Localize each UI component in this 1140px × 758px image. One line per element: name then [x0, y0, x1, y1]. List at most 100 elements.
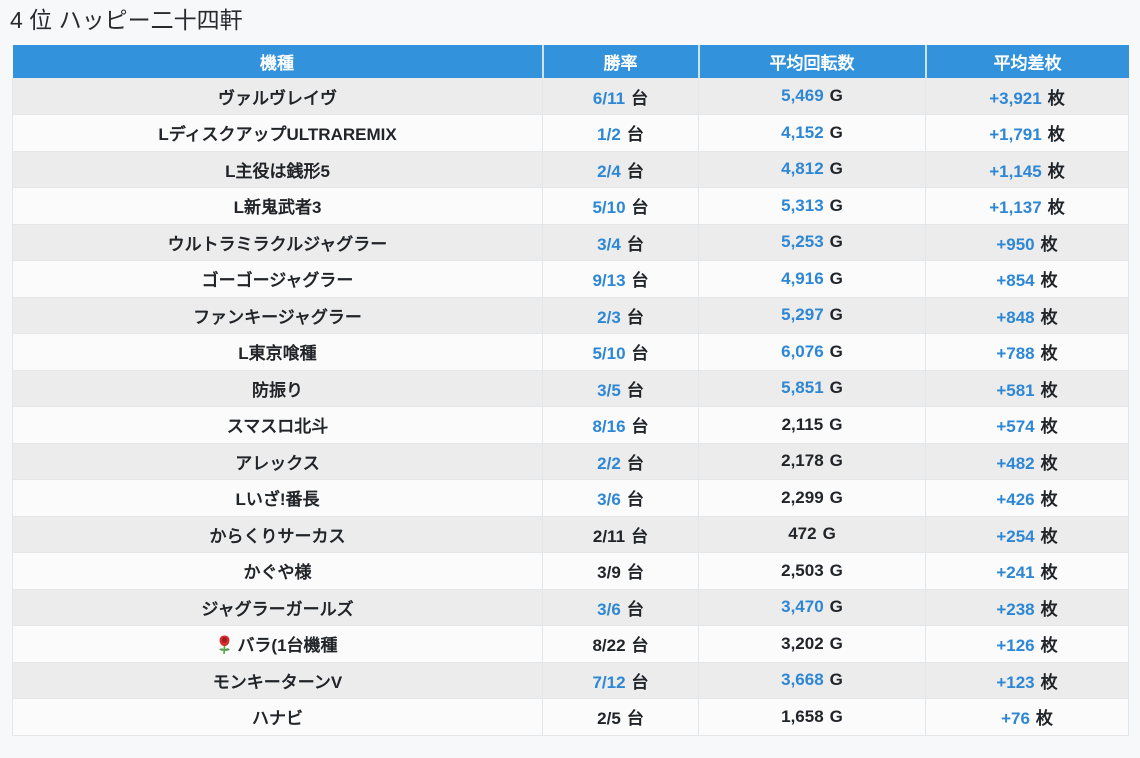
machine-name: モンキーターンV: [212, 672, 343, 692]
header-machine: 機種: [12, 45, 543, 78]
machine-name-cell: からくりサーカス: [12, 515, 543, 553]
avg-spins-unit: G: [829, 378, 843, 398]
avg-diff-value: +482: [996, 453, 1035, 473]
avg-spins-value: 472: [788, 524, 817, 544]
avg-diff-value: +1,137: [989, 198, 1042, 218]
avg-diff-cell: +123 枚: [925, 661, 1129, 699]
win-rate-value: 3/9: [597, 563, 621, 583]
machine-name: アレックス: [235, 453, 320, 473]
avg-diff-unit: 枚: [1047, 88, 1065, 108]
avg-spins-value: 2,503: [781, 560, 824, 580]
avg-diff-value: +241: [996, 563, 1035, 583]
win-rate-value: 2/5: [597, 709, 621, 729]
win-rate-cell: 9/13 台: [542, 260, 699, 297]
avg-spins-value: 3,202: [781, 633, 824, 653]
avg-diff-cell: +854 枚: [925, 260, 1129, 297]
avg-spins-value: 4,916: [781, 268, 824, 288]
table-row: LディスクアップULTRAREMIX 1/2 台 4,152 G +1,791 枚: [12, 114, 1129, 151]
avg-spins-unit: G: [829, 414, 843, 434]
avg-spins-value: 1,658: [781, 706, 824, 726]
avg-diff-unit: 枚: [1040, 344, 1058, 364]
win-rate-unit: 台: [631, 198, 649, 218]
avg-spins-cell: 5,313 G: [698, 187, 926, 224]
machine-name-cell: L主役は銭形5: [12, 150, 543, 188]
avg-diff-unit: 枚: [1040, 271, 1058, 291]
win-rate-value: 8/16: [592, 417, 626, 437]
table-row: からくりサーカス 2/11 台 472 G +254 枚: [12, 515, 1129, 553]
avg-spins-cell: 2,503 G: [698, 552, 926, 589]
avg-spins-unit: G: [829, 86, 843, 105]
win-rate-unit: 台: [626, 709, 644, 729]
avg-diff-value: +123: [996, 672, 1035, 692]
table-row: スマスロ北斗 8/16 台 2,115 G +574 枚: [12, 406, 1129, 443]
table-row: L東京喰種 5/10 台 6,076 G +788 枚: [12, 333, 1129, 370]
avg-spins-cell: 2,178 G: [698, 442, 926, 480]
win-rate-value: 5/10: [592, 344, 626, 364]
win-rate-unit: 台: [626, 161, 644, 181]
win-rate-cell: 2/5 台: [542, 698, 699, 736]
machine-name-cell: L新鬼武者3: [12, 187, 543, 224]
avg-diff-cell: +848 枚: [925, 296, 1129, 334]
machine-name-cell: ウルトラミラクルジャグラー: [12, 223, 543, 261]
machine-name-cell: ジャグラーガールズ: [12, 588, 543, 626]
win-rate-unit: 台: [631, 417, 649, 437]
avg-diff-unit: 枚: [1040, 380, 1058, 400]
win-rate-value: 6/11: [592, 88, 626, 108]
header-avg-diff: 平均差枚: [924, 45, 1129, 78]
avg-diff-value: +581: [996, 380, 1035, 400]
avg-diff-cell: +1,145 枚: [925, 150, 1129, 188]
avg-spins-unit: G: [829, 487, 843, 507]
avg-diff-unit: 枚: [1040, 307, 1058, 327]
avg-diff-cell: +238 枚: [925, 588, 1129, 626]
win-rate-cell: 3/5 台: [542, 369, 699, 407]
table-body: ヴァルヴレイヴ 6/11 台 5,469 G +3,921 枚 LディスクアップULT…: [12, 78, 1129, 736]
avg-spins-unit: G: [829, 195, 843, 215]
avg-spins-value: 4,152: [781, 122, 824, 142]
win-rate-unit: 台: [631, 271, 649, 291]
header-avg-spins: 平均回転数: [697, 45, 926, 78]
avg-diff-value: +426: [996, 490, 1035, 510]
avg-spins-cell: 3,470 G: [698, 588, 926, 626]
win-rate-value: 2/3: [597, 307, 621, 327]
machine-name: ウルトラミラクルジャグラー: [167, 234, 388, 254]
avg-spins-value: 5,469: [781, 86, 824, 105]
avg-spins-cell: 5,469 G: [698, 78, 926, 115]
win-rate-unit: 台: [626, 380, 644, 400]
machine-name: LディスクアップULTRAREMIX: [158, 125, 397, 145]
machine-name-cell: ハナビ: [12, 698, 543, 736]
win-rate-value: 3/5: [597, 380, 621, 400]
avg-diff-cell: +581 枚: [925, 369, 1129, 407]
machine-name-cell: モンキーターンV: [12, 661, 543, 699]
avg-diff-unit: 枚: [1040, 599, 1058, 619]
avg-spins-unit: G: [829, 232, 843, 252]
win-rate-unit: 台: [626, 599, 644, 619]
avg-spins-unit: G: [822, 524, 836, 544]
win-rate-cell: 2/3 台: [542, 296, 699, 334]
machine-name: スマスロ北斗: [226, 417, 329, 437]
avg-spins-cell: 5,253 G: [698, 223, 926, 261]
avg-diff-unit: 枚: [1040, 636, 1058, 656]
avg-spins-unit: G: [829, 122, 843, 142]
win-rate-value: 5/10: [592, 198, 626, 218]
avg-diff-unit: 枚: [1047, 161, 1065, 181]
machine-name-cell: かぐや様: [12, 552, 543, 589]
machine-name: ハナビ: [252, 709, 303, 729]
rose-icon: [217, 635, 232, 655]
avg-diff-value: +950: [996, 234, 1035, 254]
avg-spins-unit: G: [829, 670, 843, 690]
avg-spins-value: 4,812: [781, 159, 824, 179]
avg-spins-value: 5,253: [781, 232, 824, 252]
win-rate-value: 2/2: [597, 453, 621, 473]
avg-spins-cell: 4,916 G: [698, 260, 926, 297]
win-rate-unit: 台: [631, 344, 649, 364]
win-rate-unit: 台: [631, 636, 649, 656]
avg-diff-cell: +1,791 枚: [925, 114, 1129, 151]
avg-diff-cell: +950 枚: [925, 223, 1129, 261]
win-rate-unit: 台: [631, 526, 649, 546]
win-rate-cell: 3/9 台: [542, 552, 699, 589]
table-row: モンキーターンV 7/12 台 3,668 G +123 枚: [12, 661, 1129, 699]
avg-diff-cell: +76 枚: [925, 698, 1129, 736]
win-rate-unit: 台: [626, 453, 644, 473]
win-rate-cell: 3/6 台: [542, 479, 699, 516]
win-rate-cell: 5/10 台: [542, 187, 699, 224]
